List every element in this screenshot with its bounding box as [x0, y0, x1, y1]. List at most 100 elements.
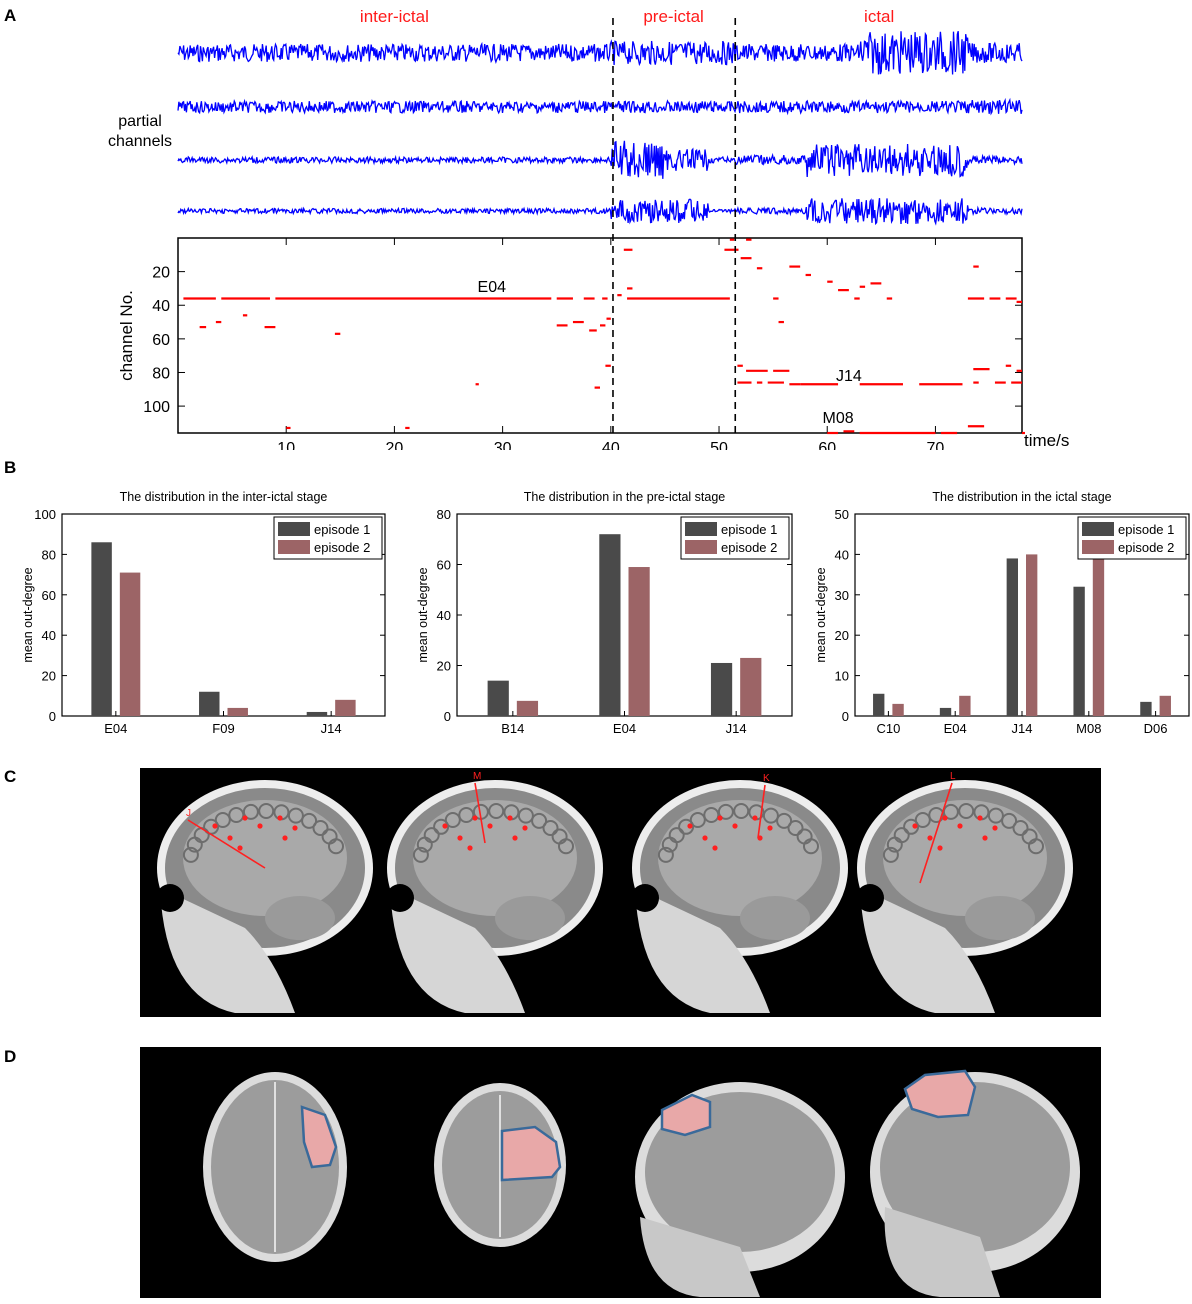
gyrus — [488, 803, 505, 819]
electrode-contact — [257, 823, 263, 829]
gyrus — [444, 812, 461, 828]
panel-label-a: A — [4, 6, 17, 25]
gyrus — [703, 807, 720, 823]
electrode-contact — [212, 823, 218, 829]
electrode-contact — [237, 845, 243, 851]
electrode-contact — [457, 835, 463, 841]
face-region — [390, 888, 525, 1013]
bar — [1006, 558, 1018, 716]
electrode-contact — [937, 845, 943, 851]
legend-label: episode 2 — [1118, 540, 1174, 555]
electrode-label: K — [763, 773, 770, 784]
gyrus — [458, 807, 475, 823]
legend-label: episode 1 — [1118, 522, 1174, 537]
y-tick-label: 0 — [49, 709, 56, 724]
bar — [199, 691, 220, 716]
bar — [892, 703, 904, 716]
gyrus — [914, 812, 931, 828]
mri-sagittal-slice: J — [156, 780, 373, 1013]
stage-label: ictal — [864, 7, 894, 26]
electrode-contact — [957, 823, 963, 829]
eeg-trace — [177, 97, 1023, 116]
gyrus — [987, 807, 1004, 824]
bar-chart-ictal: The distribution in the ictal stage 0 10 20… — [814, 490, 1190, 736]
orbit — [856, 884, 884, 912]
y-tick-label: 40 — [152, 298, 170, 315]
y-tick-label: 100 — [143, 399, 170, 416]
cerebrum — [183, 800, 347, 916]
electrode-label: L — [950, 771, 956, 782]
electrode-contact — [512, 835, 518, 841]
electrode-contact — [522, 825, 528, 831]
gyrus — [412, 846, 429, 863]
bar — [1026, 554, 1038, 716]
x-tick-label: F09 — [212, 721, 234, 736]
trace-label-line2: channels — [108, 133, 172, 150]
stage-label: inter-ictal — [360, 7, 429, 26]
gyrus — [228, 807, 245, 823]
mri-sagittal-slice: L — [856, 771, 1073, 1013]
y-tick-label: 40 — [437, 608, 451, 623]
electrode-contact — [912, 823, 918, 829]
y-axis-label: mean out-degree — [416, 567, 430, 662]
cerebellum — [740, 896, 810, 940]
mri-region-strip — [140, 1047, 1101, 1298]
bar — [939, 707, 952, 716]
y-tick-label: 0 — [842, 709, 849, 724]
electrode-contact — [992, 825, 998, 831]
cerebellum — [965, 896, 1035, 940]
chart-title: The distribution in the pre-ictal stage — [524, 490, 726, 504]
electrode-contact — [942, 815, 948, 821]
legend-swatch — [278, 522, 310, 536]
y-axis-label: mean out-degree — [21, 567, 35, 662]
electrode-contact — [442, 823, 448, 829]
raster-annotation: J14 — [836, 368, 862, 385]
gyrus — [668, 827, 685, 844]
electrode-contact — [467, 845, 473, 851]
seizure-onset-region — [660, 1093, 712, 1137]
x-tick-label: C10 — [876, 721, 900, 736]
y-tick-label: 60 — [437, 558, 451, 573]
bar — [959, 695, 971, 716]
legend-label: episode 1 — [314, 522, 370, 537]
legend-label: episode 2 — [721, 540, 777, 555]
x-tick-label: 50 — [710, 440, 728, 450]
gyrus — [733, 803, 750, 819]
x-tick-label: D06 — [1144, 721, 1168, 736]
x-tick-label: J14 — [1012, 721, 1033, 736]
gyrus — [517, 807, 534, 824]
stage-labels: inter-ictal pre-ictal ictal — [360, 7, 894, 26]
y-tick-label: 20 — [152, 265, 170, 282]
bar-chart-inter-ictal: The distribution in the inter-ictal stag… — [21, 490, 386, 736]
x-tick-label: M08 — [1076, 721, 1101, 736]
gyrus — [678, 818, 695, 835]
bar — [873, 693, 885, 716]
gyrus — [1001, 812, 1018, 829]
gyrus — [433, 818, 450, 835]
gyrus — [328, 838, 344, 855]
x-tick-label: E04 — [944, 721, 967, 736]
x-tick-label: B14 — [501, 721, 524, 736]
cerebrum — [658, 800, 822, 916]
eeg-trace — [177, 140, 1023, 179]
gyrus — [301, 812, 318, 829]
y-tick-label: 30 — [835, 588, 849, 603]
seizure-onset-region — [300, 1105, 338, 1169]
electrode-contact — [472, 815, 478, 821]
electrode-contact — [292, 825, 298, 831]
gyrus — [1012, 820, 1029, 836]
electrode-label: J — [186, 808, 191, 819]
x-tick-label: 40 — [602, 440, 620, 450]
gyrus — [214, 812, 231, 828]
stage-label: pre-ictal — [643, 7, 703, 26]
gyrus — [542, 820, 559, 836]
legend-swatch — [1082, 540, 1114, 554]
gyrus — [882, 846, 899, 863]
y-tick-label: 20 — [42, 669, 56, 684]
y-tick-label: 60 — [152, 332, 170, 349]
eeg-trace — [177, 31, 1023, 75]
legend-swatch — [685, 522, 717, 536]
electrode-contact — [687, 823, 693, 829]
y-tick-label: 80 — [437, 507, 451, 522]
x-tick-label: 30 — [494, 440, 512, 450]
